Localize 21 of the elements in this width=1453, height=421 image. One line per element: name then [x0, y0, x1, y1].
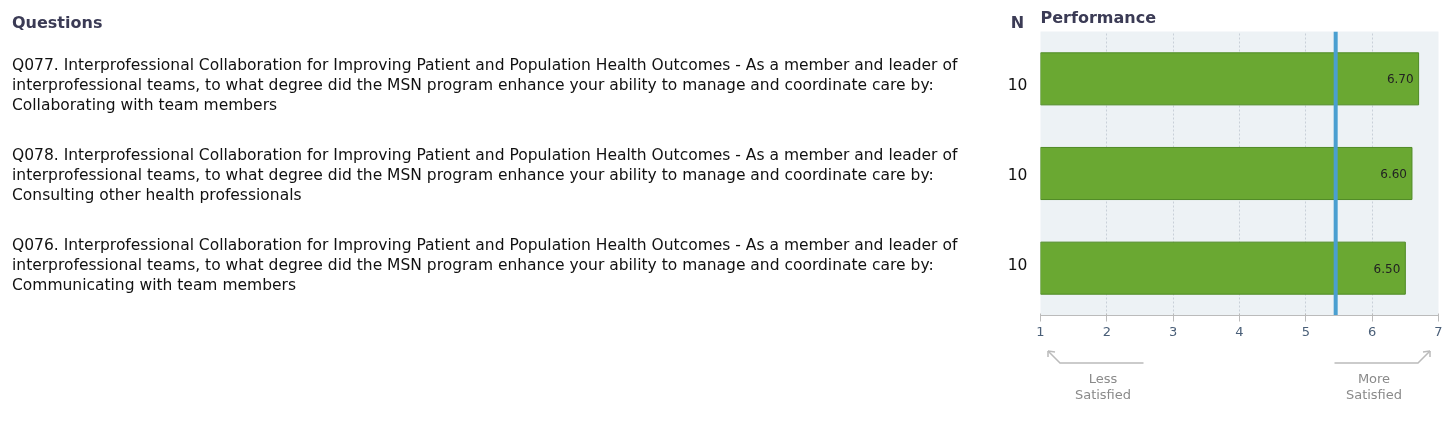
x-tick-label: 6	[1368, 323, 1377, 339]
x-tick-label: 2	[1102, 323, 1111, 339]
data-label: 6.70	[1386, 72, 1414, 87]
y-axis-title: Questions	[12, 12, 104, 34]
y2-tick-label: 10	[1006, 254, 1029, 276]
x-tick-label: 5	[1301, 323, 1310, 339]
x-tick-label: 4	[1235, 323, 1244, 339]
y-tick-label: Q076. Interprofessional Collaboration for Improving Patient and Population Health Outcomes - As a member and leader of interprofessional teams, to what degree did the MSN program enhance your ability to manage and coordinate care by: Communicating with team members	[12, 234, 959, 297]
y2-tick-label: 10	[1006, 164, 1029, 186]
text: Less Satisfied	[1073, 371, 1133, 403]
chart-title: Performance	[1040, 7, 1157, 27]
y-tick-label: Q077. Interprofessional Collaboration for Improving Patient and Population Health Outcomes - As a member and leader of interprofessional teams, to what degree did the MSN program enhance your ability to manage and coordinate care by: Collaborating with team members	[12, 54, 959, 117]
y2-tick-label: 10	[1006, 74, 1029, 96]
y-tick-label: Q078. Interprofessional Collaboration for Improving Patient and Population Health Outcomes - As a member and leader of interprofessional teams, to what degree did the MSN program enhance your ability to manage and coordinate care by: Consulting other health professionals	[12, 144, 959, 207]
data-label: 6.50	[1373, 261, 1401, 276]
x-tick-label: 1	[1036, 323, 1045, 339]
x-tick-label: 3	[1169, 323, 1178, 339]
x-tick-label: 7	[1434, 323, 1443, 339]
data-label: 6.60	[1380, 167, 1407, 181]
y2-axis-title: N	[1009, 12, 1026, 34]
text: More Satisfied	[1344, 371, 1404, 403]
